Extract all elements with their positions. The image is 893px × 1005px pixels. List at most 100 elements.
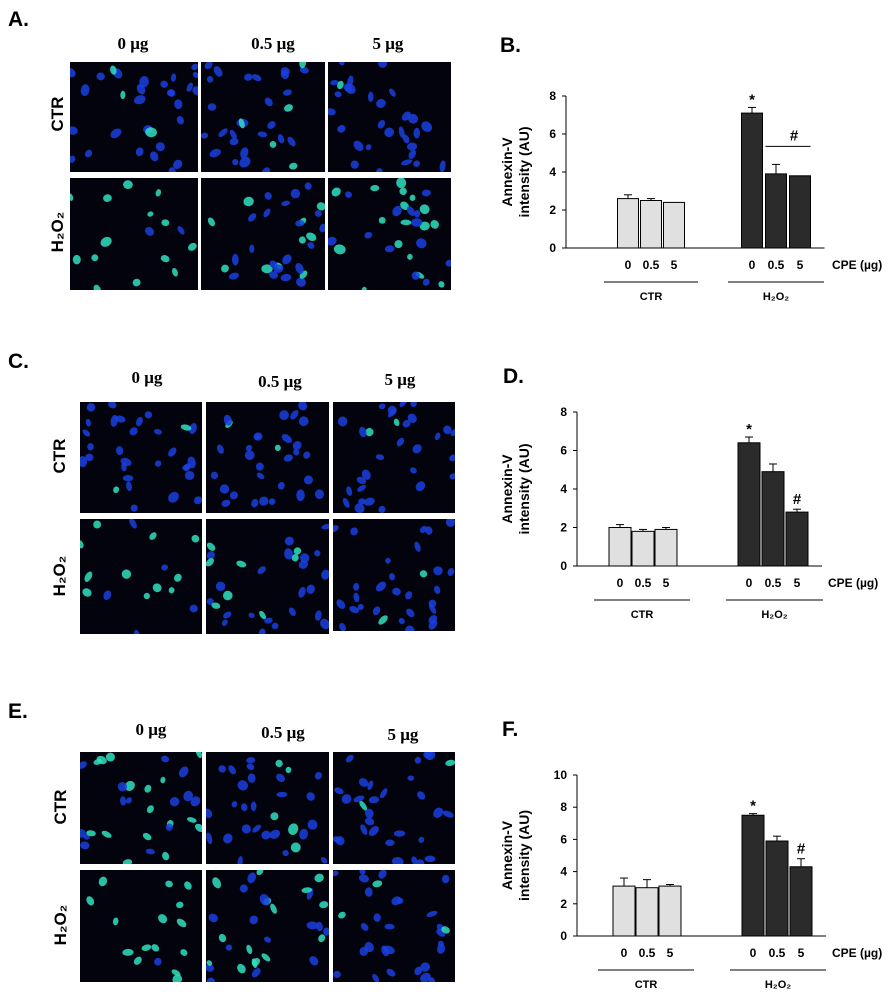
dose-label-0-5: 0.5 μg <box>261 723 305 742</box>
chart-svg: 0 2 4 6 8 Annexin-V intensity (AU) 0 0.5 5 0 0.5 5 CP… <box>499 89 882 303</box>
x-tick-label: 0 <box>746 576 753 590</box>
row-label-h2o2: H₂O₂ <box>50 555 69 597</box>
x-tick-label: 5 <box>671 258 678 272</box>
bar <box>741 814 765 937</box>
group-label: CTR <box>631 609 654 621</box>
x-tick-label: 0 <box>617 576 624 590</box>
significance-mark: * <box>749 91 755 108</box>
y-axis-title-line2: intensity (AU) <box>516 127 532 218</box>
bar <box>640 200 662 249</box>
micrograph-h2o2-0-5ug <box>206 870 329 982</box>
micrograph-h2o2-0-5ug <box>206 519 329 634</box>
x-tick-label: 5 <box>798 946 805 960</box>
micrograph-h2o2-5ug <box>333 870 455 982</box>
chart-svg: 0 2 4 6 8 10 Annexin-V intensity (AU) 0 0.5 5 0 0.5 5… <box>499 768 882 991</box>
micrograph-h2o2-0ug <box>70 178 198 290</box>
y-tick-label: 0 <box>560 929 567 943</box>
y-axis-title-line1: Annexin-V <box>499 137 515 207</box>
y-tick-label: 8 <box>549 89 556 103</box>
bar <box>658 885 682 937</box>
y-axis-title-line2: intensity (AU) <box>516 444 532 535</box>
y-tick-label: 10 <box>554 768 568 782</box>
bar-chart-f: 0 2 4 6 8 10 Annexin-V intensity (AU) 0 0.5 5 0 0.5 5… <box>490 765 890 1000</box>
micrograph-ctr-0-5ug <box>201 62 325 172</box>
y-axis-title-line1: Annexin-V <box>499 820 515 890</box>
bar <box>741 112 763 249</box>
micrograph-ctr-0-5ug <box>206 402 329 513</box>
micrograph-ctr-0-5ug <box>206 752 329 864</box>
micrograph-h2o2-0-5ug <box>201 178 325 290</box>
y-tick-label: 4 <box>549 165 556 179</box>
x-tick-label: 5 <box>794 576 801 590</box>
dose-label-5: 5 μg <box>372 34 404 53</box>
significance-mark: # <box>793 491 802 508</box>
group-label: H₂O₂ <box>763 291 789 303</box>
significance-mark: # <box>790 127 799 144</box>
micrograph-ctr-0ug <box>80 402 202 513</box>
dose-label-0: 0 μg <box>135 720 167 739</box>
dose-label-0: 0 μg <box>131 368 163 387</box>
micrograph-ctr-0ug <box>70 62 198 172</box>
panel-letter-e: E. <box>8 700 28 723</box>
y-tick-label: 4 <box>560 865 567 879</box>
panel-letter-d: D. <box>503 365 524 388</box>
bar <box>631 530 655 567</box>
x-tick-label: 0.5 <box>639 946 656 960</box>
panel-letter-f: F. <box>502 718 519 741</box>
dose-label-0-5: 0.5 μg <box>258 372 302 391</box>
x-tick-label: 0 <box>750 946 757 960</box>
significance-mark: * <box>746 421 752 438</box>
group-label: CTR <box>635 979 658 991</box>
y-tick-label: 8 <box>560 800 567 814</box>
x-tick-label: 0.5 <box>768 258 785 272</box>
y-tick-label: 0 <box>560 559 567 573</box>
y-tick-label: 4 <box>560 482 567 496</box>
x-tick-label: 5 <box>663 576 670 590</box>
y-tick-label: 2 <box>560 521 567 535</box>
x-unit-label: CPE (µg) <box>828 576 878 590</box>
x-tick-label: 0 <box>621 946 628 960</box>
y-tick-label: 2 <box>560 897 567 911</box>
bar <box>617 198 639 249</box>
x-tick-label: 0.5 <box>635 576 652 590</box>
bar <box>612 885 636 937</box>
micrograph-ctr-5ug <box>333 752 455 864</box>
bar <box>765 840 789 937</box>
dose-label-0: 0 μg <box>117 34 149 53</box>
y-tick-label: 8 <box>560 405 567 419</box>
panel-letter-a: A. <box>8 8 29 31</box>
significance-mark: # <box>797 841 806 858</box>
x-tick-label: 0 <box>749 258 756 272</box>
y-tick-label: 6 <box>549 127 556 141</box>
dose-label-0-5: 0.5 μg <box>251 34 295 53</box>
dose-label-5: 5 μg <box>384 370 416 389</box>
group-label: H₂O₂ <box>765 979 791 991</box>
micrograph-ctr-5ug <box>333 402 455 513</box>
bar <box>608 527 632 567</box>
micrograph-ctr-0ug <box>80 752 202 864</box>
bar <box>789 175 811 249</box>
y-tick-label: 6 <box>560 832 567 846</box>
chart-svg: 0 2 4 6 8 Annexin-V intensity (AU) 0 0.5 5 0 0.5 5 CP… <box>499 405 878 621</box>
micrograph-h2o2-0ug <box>80 519 202 634</box>
x-tick-label: 0.5 <box>765 576 782 590</box>
row-label-ctr: CTR <box>50 438 69 474</box>
bar <box>785 511 809 567</box>
bar <box>761 471 785 567</box>
micrograph-h2o2-5ug <box>333 519 455 631</box>
micrograph-h2o2-0ug <box>80 870 202 982</box>
bar <box>635 887 659 937</box>
row-label-ctr: CTR <box>48 96 67 132</box>
bar <box>654 528 678 567</box>
micrograph-ctr-5ug <box>328 62 451 172</box>
significance-mark: * <box>750 798 756 815</box>
x-tick-label: 5 <box>667 946 674 960</box>
bar-chart-b: 0 2 4 6 8 Annexin-V intensity (AU) 0 0.5 5 0 0.5 5 CP… <box>490 80 890 320</box>
row-label-h2o2: H₂O₂ <box>51 904 70 946</box>
y-tick-label: 2 <box>549 203 556 217</box>
x-unit-label: CPE (µg) <box>832 946 882 960</box>
group-label: CTR <box>640 291 663 303</box>
y-axis-title-line1: Annexin-V <box>499 454 515 524</box>
bar <box>765 173 787 249</box>
x-tick-label: 0 <box>625 258 632 272</box>
